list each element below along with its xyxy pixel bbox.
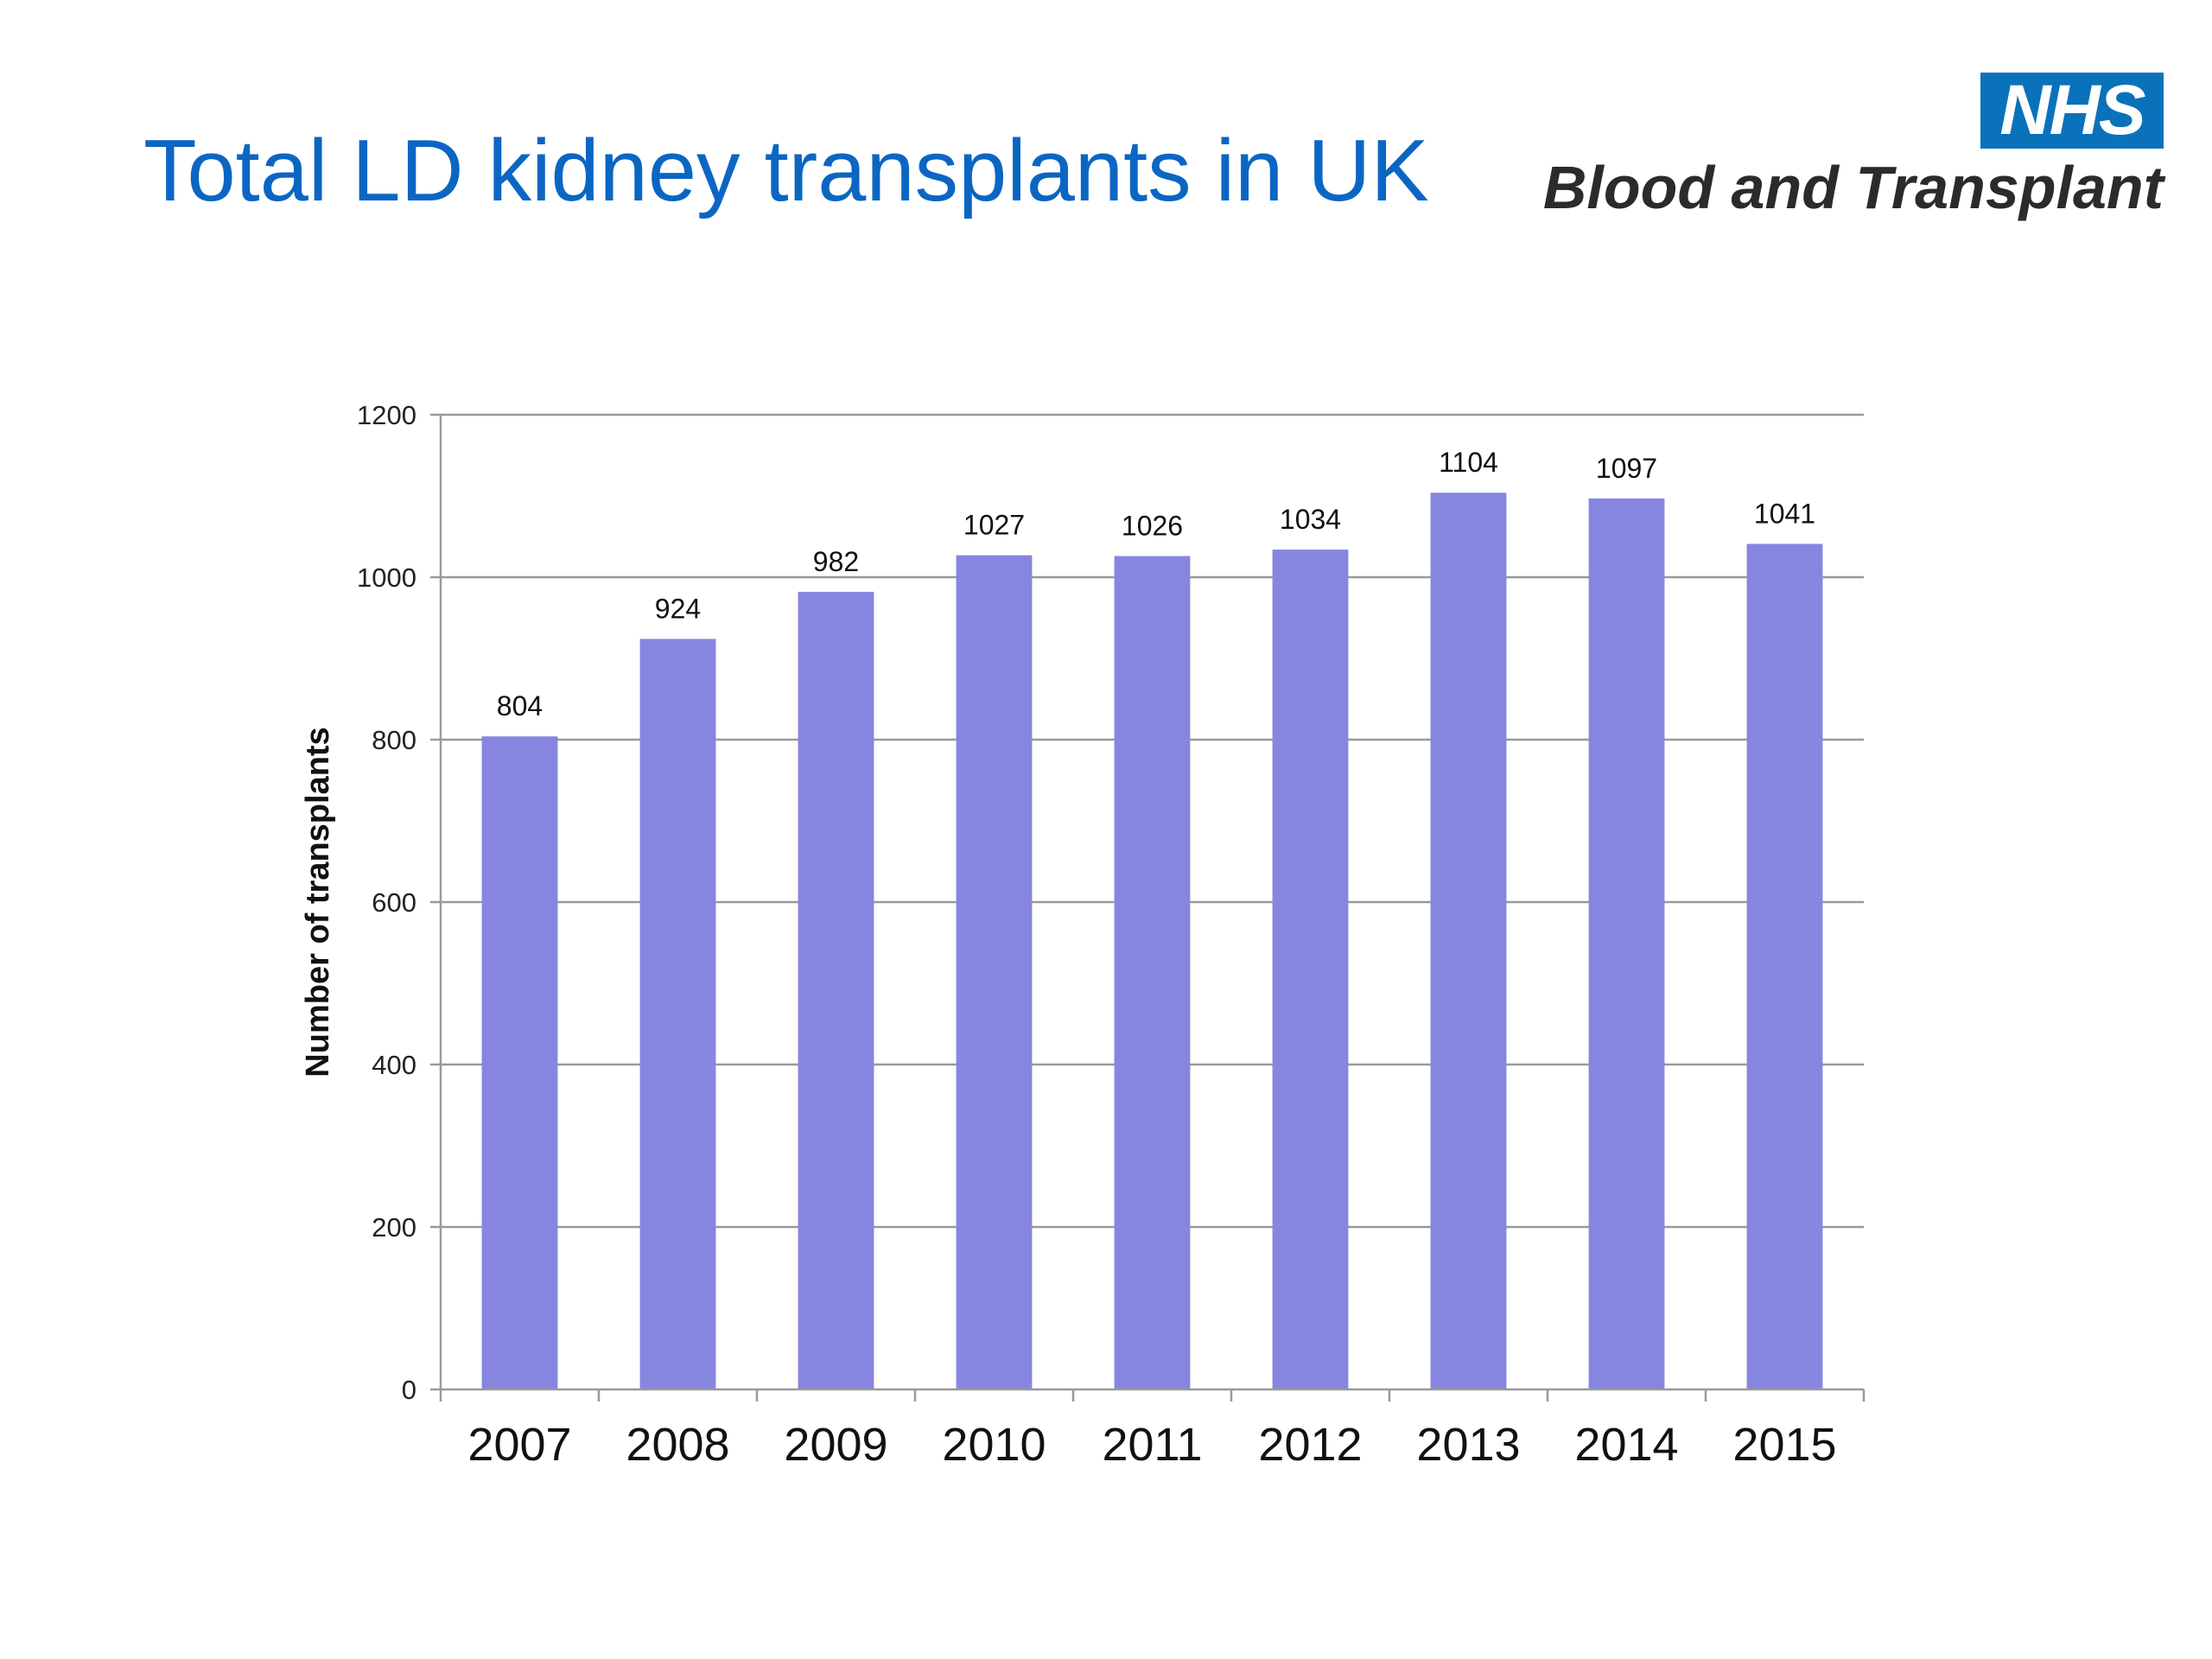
y-tick-label: 400 [372, 1050, 416, 1080]
x-tick-label: 2010 [942, 1419, 1046, 1471]
x-tick-label: 2008 [626, 1419, 729, 1471]
x-tick-label: 2009 [784, 1419, 887, 1471]
bar-2007 [481, 736, 558, 1389]
x-tick-label: 2011 [1102, 1419, 1202, 1471]
y-axis-title: Number of transplants [300, 727, 336, 1077]
slide-title: Total LD kidney transplants in UK [143, 123, 1429, 219]
data-label: 1027 [963, 510, 1025, 541]
data-label: 1041 [1754, 498, 1815, 529]
bar-2010 [956, 555, 1033, 1389]
x-tick-label: 2013 [1416, 1419, 1520, 1471]
bar-2015 [1746, 543, 1823, 1389]
data-label: 1026 [1122, 511, 1183, 542]
bar-2014 [1588, 498, 1665, 1389]
data-label: 1104 [1439, 447, 1498, 478]
bar-2008 [639, 639, 716, 1389]
x-tick-label: 2015 [1732, 1419, 1836, 1471]
bar-2009 [798, 591, 874, 1389]
data-label: 804 [497, 690, 543, 721]
x-tick-label: 2012 [1258, 1419, 1362, 1471]
y-tick-label: 800 [372, 725, 416, 755]
bar-2011 [1114, 556, 1191, 1389]
data-label: 1034 [1280, 504, 1341, 535]
data-label: 924 [655, 593, 701, 624]
bar-2013 [1430, 493, 1507, 1389]
y-tick-label: 600 [372, 887, 416, 918]
data-label: 982 [813, 546, 859, 577]
data-label: 1097 [1596, 453, 1657, 484]
bars [481, 493, 1823, 1389]
nhs-badge: NHS [1980, 73, 2164, 149]
labels: 0 200 400 600 800 1000 1200 804 2007 924 2008 982 20… [357, 400, 1837, 1471]
x-tick-label: 2007 [467, 1419, 571, 1471]
bar-2012 [1272, 550, 1349, 1389]
axes [430, 413, 1866, 1402]
org-name: Blood and Transplant [1542, 154, 2164, 221]
y-tick-label: 1200 [357, 400, 416, 430]
x-tick-label: 2014 [1574, 1419, 1678, 1471]
y-tick-label: 0 [402, 1375, 416, 1405]
y-tick-label: 200 [372, 1212, 416, 1243]
y-tick-label: 1000 [357, 563, 416, 593]
